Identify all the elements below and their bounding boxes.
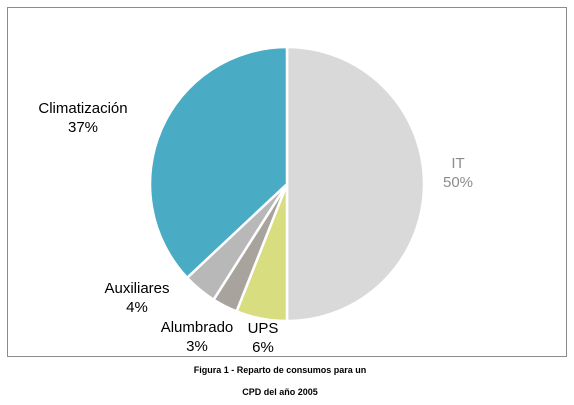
slice-label-name: Auxiliares bbox=[104, 280, 169, 297]
slice-label-value: 4% bbox=[126, 299, 148, 316]
figure-caption-line-2: CPD del año 2005 bbox=[242, 387, 318, 397]
pie-slice-climatizacion bbox=[148, 45, 289, 280]
slice-label-name: IT bbox=[451, 155, 464, 172]
figure-caption-line-1: Figura 1 - Reparto de consumos para un bbox=[193, 365, 367, 375]
slice-label-name: Climatización bbox=[38, 100, 127, 117]
pie-slices bbox=[148, 45, 426, 323]
slice-labels: IT 50% UPS 6% Alumbrado 3% Auxiliares 4% Climati… bbox=[38, 100, 473, 356]
slice-label-value: 50% bbox=[443, 174, 473, 191]
slice-label-value: 37% bbox=[68, 119, 98, 136]
slice-label-name: UPS bbox=[248, 320, 279, 337]
slice-label-name: Alumbrado bbox=[161, 319, 234, 336]
slice-label-value: 6% bbox=[252, 339, 274, 356]
pie-slice-it bbox=[285, 45, 426, 323]
slice-label-value: 3% bbox=[186, 338, 208, 355]
